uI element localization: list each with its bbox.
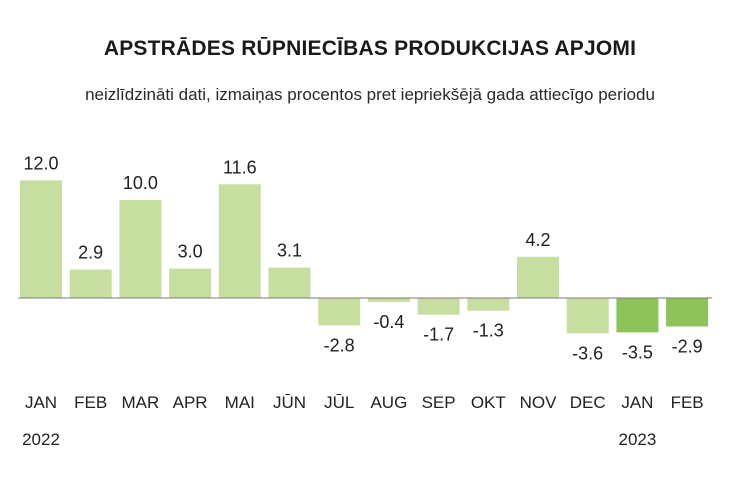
bar xyxy=(318,298,361,326)
data-label: -3.6 xyxy=(572,343,603,363)
x-tick-label: NOV xyxy=(520,393,558,412)
year-label: 2023 xyxy=(618,430,656,449)
data-label: 12.0 xyxy=(23,153,58,173)
bar xyxy=(20,180,62,298)
bar xyxy=(69,269,112,298)
data-label: -3.5 xyxy=(622,342,653,362)
data-label: -0.4 xyxy=(373,312,404,332)
data-label: 10.0 xyxy=(123,173,158,193)
x-tick-label: JŪL xyxy=(324,393,354,412)
bar xyxy=(268,267,311,298)
bar xyxy=(666,298,709,327)
x-tick-label: AUG xyxy=(370,393,407,412)
x-tick-label: OKT xyxy=(471,393,506,412)
x-tick-label: FEB xyxy=(671,393,704,412)
bar xyxy=(566,298,609,334)
data-label: -2.8 xyxy=(324,335,355,355)
bar xyxy=(467,298,510,311)
x-tick-label: DEC xyxy=(570,393,606,412)
chart-title: APSTRĀDES RŪPNIECĪBAS PRODUKCIJAS APJOMI xyxy=(104,37,636,60)
bar xyxy=(417,298,460,315)
x-tick-label: MAR xyxy=(122,393,160,412)
bar xyxy=(367,298,410,302)
data-label: 2.9 xyxy=(78,243,103,263)
data-label: -1.7 xyxy=(423,325,454,345)
bar xyxy=(169,268,212,298)
bar-group xyxy=(20,180,709,334)
x-tick-label: JAN xyxy=(621,393,653,412)
x-tick-label: JAN xyxy=(25,393,57,412)
bar xyxy=(218,184,261,298)
bar xyxy=(119,200,162,298)
chart-subtitle: neizlīdzināti dati, izmaiņas procentos p… xyxy=(85,85,655,104)
x-tick-label: FEB xyxy=(74,393,107,412)
year-label: 2022 xyxy=(22,430,60,449)
x-tick-label: MAI xyxy=(225,393,255,412)
x-tick-label: JŪN xyxy=(273,393,306,412)
x-tick-label: APR xyxy=(173,393,208,412)
data-label: 4.2 xyxy=(525,230,550,250)
data-label: -2.9 xyxy=(672,336,703,356)
bar xyxy=(517,256,559,298)
data-label: -1.3 xyxy=(473,321,504,341)
data-label: 3.1 xyxy=(277,241,302,261)
x-tick-label: SEP xyxy=(422,393,456,412)
data-label: 11.6 xyxy=(223,157,257,177)
label-group: 12.0 JAN 2.9 FEB 10.0 MAR 3.0 APR 11.6 MAI 3.1 JŪN -… xyxy=(22,153,704,449)
data-label: 3.0 xyxy=(178,242,203,262)
bar xyxy=(616,298,659,333)
